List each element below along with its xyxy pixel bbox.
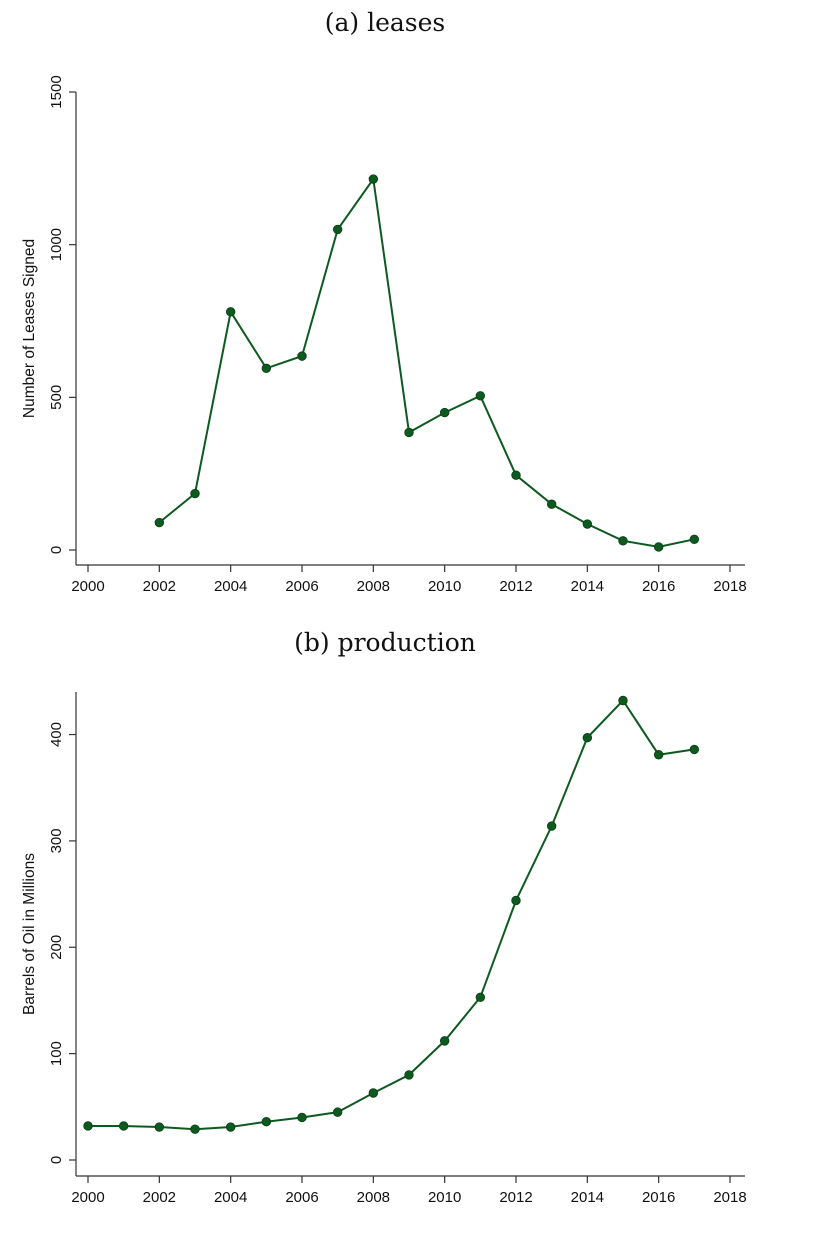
data-point bbox=[368, 174, 379, 184]
data-point bbox=[118, 1121, 129, 1131]
data-point bbox=[154, 1122, 165, 1132]
x-tick-label: 2004 bbox=[214, 1189, 247, 1206]
chart-panel-leases: (a) leases 0 500 1000 1500 2000 2002 2004 2006 2… bbox=[21, 8, 747, 595]
data-point bbox=[689, 744, 700, 755]
y-tick-label: 1500 bbox=[48, 75, 65, 108]
x-tick-label: 2006 bbox=[285, 1189, 318, 1206]
x-tick-label: 2014 bbox=[571, 578, 604, 595]
x-tick-label: 2006 bbox=[285, 578, 318, 595]
production-chart: 0 100 200 300 400 2000 2002 2004 2006 2008 2010 201… bbox=[21, 692, 747, 1206]
y-axis-title: Barrels of Oil in Millions bbox=[21, 853, 38, 1015]
y-tick-label: 300 bbox=[48, 828, 65, 853]
data-point bbox=[546, 821, 557, 831]
data-point bbox=[261, 363, 272, 374]
data-point bbox=[190, 1124, 200, 1134]
data-point bbox=[225, 1122, 236, 1132]
x-tick-label: 2010 bbox=[428, 1189, 461, 1206]
y-tick-label: 400 bbox=[48, 722, 65, 747]
data-point bbox=[225, 307, 236, 317]
x-tick-label: 2012 bbox=[499, 578, 532, 595]
data-point bbox=[546, 499, 557, 509]
y-tick-label: 100 bbox=[48, 1041, 65, 1066]
data-point bbox=[332, 224, 343, 235]
y-axis-title: Number of Leases Signed bbox=[21, 239, 38, 418]
data-point bbox=[689, 534, 700, 545]
x-tick-label: 2016 bbox=[642, 578, 675, 595]
data-point bbox=[582, 519, 593, 529]
x-tick-label: 2002 bbox=[143, 1189, 176, 1206]
x-tick-label: 2000 bbox=[71, 1189, 104, 1206]
data-point bbox=[368, 1088, 379, 1098]
x-tick-label: 2010 bbox=[428, 578, 461, 595]
data-point bbox=[439, 1036, 450, 1046]
y-tick-label: 0 bbox=[48, 546, 65, 554]
x-tick-label: 2012 bbox=[499, 1189, 532, 1206]
x-tick-label: 2016 bbox=[642, 1189, 675, 1206]
data-point bbox=[653, 542, 664, 552]
data-point bbox=[404, 427, 414, 438]
data-point bbox=[154, 517, 165, 528]
data-point bbox=[618, 695, 628, 706]
leases-chart: 0 500 1000 1500 2000 2002 2004 2006 2008 2010 2012… bbox=[21, 75, 747, 595]
x-tick-label: 2014 bbox=[571, 1189, 604, 1206]
x-tick-label: 2018 bbox=[713, 578, 746, 595]
chart-title: (a) leases bbox=[324, 8, 446, 37]
data-point bbox=[475, 391, 486, 401]
x-tick-label: 2018 bbox=[713, 1189, 746, 1206]
data-point bbox=[511, 895, 521, 906]
data-point bbox=[83, 1121, 93, 1131]
y-tick-label: 500 bbox=[48, 385, 65, 410]
data-point bbox=[297, 1112, 307, 1123]
x-tick-label: 2000 bbox=[71, 578, 104, 595]
x-tick-label: 2008 bbox=[357, 1189, 390, 1206]
x-tick-label: 2004 bbox=[214, 578, 247, 595]
data-point bbox=[475, 992, 486, 1002]
data-point bbox=[261, 1117, 272, 1127]
y-tick-label: 200 bbox=[48, 935, 65, 960]
data-point bbox=[332, 1107, 343, 1117]
data-point bbox=[653, 750, 664, 760]
data-point bbox=[511, 470, 521, 480]
chart-title: (b) production bbox=[294, 628, 476, 657]
data-point bbox=[297, 351, 307, 361]
series-line bbox=[88, 698, 695, 1131]
data-point bbox=[404, 1070, 414, 1080]
y-tick-label: 1000 bbox=[48, 228, 65, 261]
data-point bbox=[439, 407, 450, 418]
y-tick-label: 0 bbox=[48, 1156, 65, 1164]
data-point bbox=[190, 488, 200, 499]
x-tick-label: 2008 bbox=[357, 578, 390, 595]
x-tick-label: 2002 bbox=[143, 578, 176, 595]
data-point bbox=[582, 733, 593, 743]
series-line bbox=[158, 176, 695, 548]
data-point bbox=[618, 536, 628, 546]
chart-panel-production: (b) production 0 100 200 300 400 2000 2002 2004… bbox=[0, 620, 840, 1240]
